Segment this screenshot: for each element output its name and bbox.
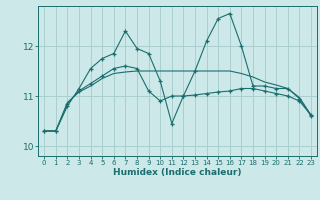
X-axis label: Humidex (Indice chaleur): Humidex (Indice chaleur) [113, 168, 242, 177]
